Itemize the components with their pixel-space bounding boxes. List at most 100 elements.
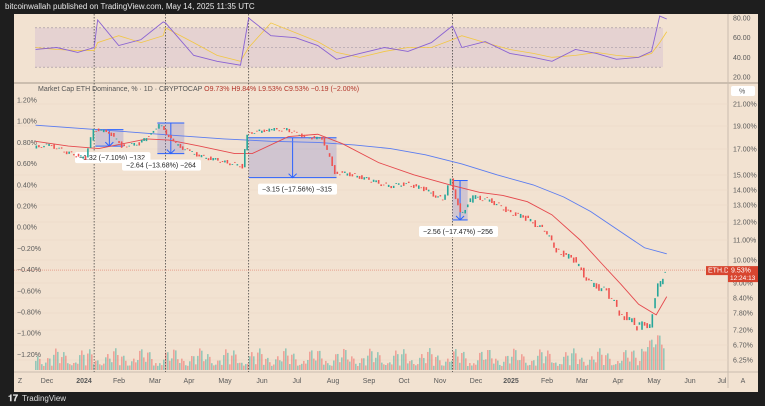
volume-bar [215, 364, 217, 370]
price-candle [356, 175, 359, 178]
price-candle [147, 136, 150, 137]
legend-low: L9.53% [258, 86, 282, 93]
volume-bar [89, 349, 91, 370]
price-candle [323, 137, 326, 146]
volume-bar [413, 364, 415, 370]
price-candle [495, 203, 498, 206]
volume-bar [411, 360, 413, 370]
price-candle [358, 176, 361, 179]
volume-bar [367, 355, 369, 370]
volume-bar [79, 355, 81, 370]
volume-bar [553, 363, 555, 370]
time-tick-label: 2024 [76, 378, 92, 385]
right-tick-label: 19.00% [733, 124, 757, 131]
time-tick-label: Sep [363, 378, 376, 385]
volume-bar [445, 361, 447, 370]
price-candle [296, 131, 298, 133]
price-candle [210, 156, 212, 160]
price-candle [301, 133, 303, 138]
zoom-left-button[interactable]: Z [18, 378, 23, 385]
price-candle [509, 209, 512, 213]
volume-bar [395, 350, 397, 370]
price-candle [43, 145, 45, 148]
volume-bar [387, 363, 389, 370]
volume-bar [347, 359, 349, 370]
price-candle [207, 158, 210, 161]
price-candle [372, 179, 375, 182]
price-candle [536, 225, 539, 227]
unit-label: % [739, 89, 745, 96]
volume-bar [149, 352, 151, 370]
price-candle [491, 198, 493, 203]
time-tick-label: Jul [293, 378, 302, 385]
volume-bar [171, 358, 173, 370]
price-candle [646, 323, 648, 329]
volume-bar [473, 363, 475, 370]
price-candle [143, 138, 145, 141]
volume-bar [401, 354, 403, 370]
volume-bar [371, 351, 373, 370]
price-candle [623, 316, 626, 321]
volume-bar [647, 347, 649, 370]
volume-bar [569, 365, 571, 370]
right-tick-label: 6.25% [733, 358, 753, 365]
volume-bar [417, 364, 419, 370]
volume-bar [57, 351, 59, 370]
price-candle [444, 194, 446, 200]
price-tag-value: 9.53% [731, 268, 751, 275]
price-tag-countdown: 12:24:13 [730, 275, 756, 282]
price-candle [603, 286, 605, 288]
rsi-line [35, 15, 667, 66]
price-candle [570, 254, 572, 258]
volume-bar [161, 365, 163, 370]
volume-bar [341, 357, 343, 370]
volume-bar [91, 354, 93, 370]
volume-bar [447, 358, 449, 370]
price-candle [449, 178, 452, 186]
volume-bar [585, 365, 587, 370]
price-candle [648, 324, 651, 329]
price-candle [58, 147, 60, 149]
price-candle [63, 151, 65, 153]
volume-bar [95, 360, 97, 370]
price-candle [662, 278, 664, 285]
price-candle [278, 130, 281, 132]
volume-bar [597, 351, 599, 370]
volume-bar [237, 363, 239, 370]
volume-bar [513, 348, 515, 370]
right-tick-label: 7.20% [733, 328, 753, 335]
volume-bar [355, 363, 357, 370]
price-candle [110, 132, 113, 137]
price-candle [239, 166, 241, 168]
right-tick-label: 15.00% [733, 173, 757, 180]
rsi-tick-label: 40.00 [733, 55, 751, 62]
volume-bar [479, 352, 481, 370]
volume-bar [141, 349, 143, 370]
time-tick-label: Jun [684, 378, 695, 385]
volume-bar [151, 358, 153, 370]
volume-bar [299, 364, 301, 370]
volume-bar [427, 351, 429, 370]
unit-button[interactable] [731, 86, 755, 96]
right-tick-label: 11.00% [733, 238, 756, 245]
price-candle [196, 152, 198, 157]
price-candle [434, 195, 437, 198]
volume-bar [49, 358, 51, 370]
price-candle [417, 185, 420, 189]
volume-bar [305, 363, 307, 370]
volume-bar [139, 350, 141, 370]
left-tick-label: 0.60% [17, 161, 37, 168]
volume-bar [283, 351, 285, 370]
auto-scale-button[interactable]: A [741, 378, 746, 385]
price-candle [339, 174, 341, 176]
volume-bar [557, 365, 559, 370]
price-candle [500, 205, 503, 207]
left-tick-label: −1.20% [17, 352, 41, 359]
volume-bar [529, 364, 531, 370]
price-candle [631, 318, 633, 323]
price-candle [656, 283, 659, 297]
chart-panel[interactable] [14, 14, 758, 392]
volume-bar [549, 353, 551, 370]
volume-bar [41, 364, 43, 370]
